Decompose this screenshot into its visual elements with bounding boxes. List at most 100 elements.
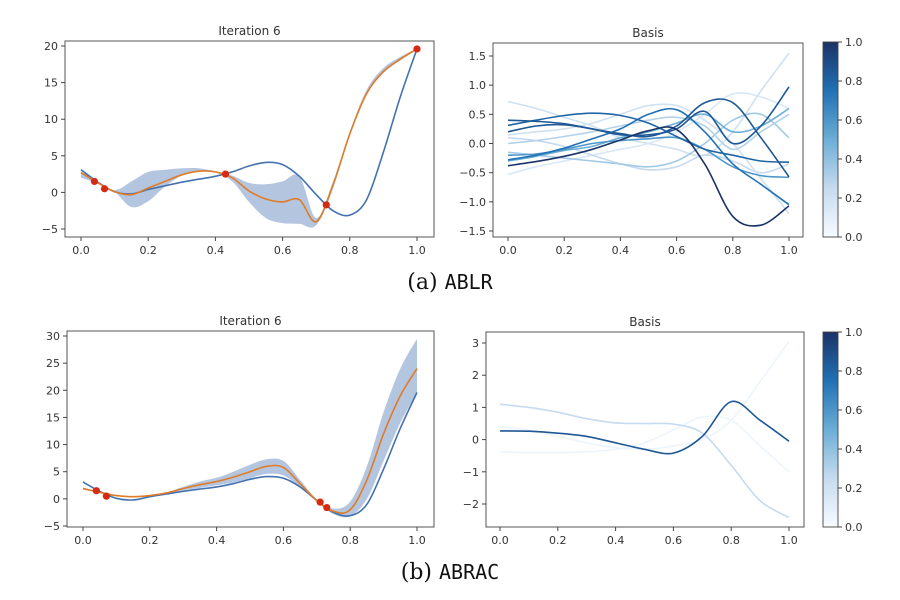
chart-title: Iteration 6 xyxy=(219,314,281,328)
colorbar-tick-label: 0.6 xyxy=(845,114,863,127)
confidence-band xyxy=(81,48,417,228)
chart-title: Iteration 6 xyxy=(218,24,280,38)
axes-frame xyxy=(66,330,435,528)
plot-area xyxy=(499,340,790,519)
x-tick-label: 0.8 xyxy=(341,534,359,547)
posterior-mean-line xyxy=(80,48,418,223)
y-tick-label: 0 xyxy=(472,434,479,447)
y-tick-label: 20 xyxy=(44,40,58,53)
x-tick-label: 0.8 xyxy=(341,244,359,257)
y-tick-label: 25 xyxy=(46,357,60,370)
y-tick-label: −0.5 xyxy=(459,167,486,180)
colorbar-tick-label: 0.8 xyxy=(845,75,863,88)
caption-b-method: ABRAC xyxy=(439,560,500,584)
y-tick-label: 15 xyxy=(44,77,58,90)
observation-point xyxy=(102,492,110,500)
colorbar-tick-label: 0.4 xyxy=(845,153,863,166)
x-tick-label: 0.6 xyxy=(665,534,683,547)
basis-line xyxy=(499,400,790,455)
y-tick-label: 1 xyxy=(472,401,479,414)
basis-line xyxy=(507,113,790,151)
caption-a: (a) ABLR xyxy=(0,270,900,295)
y-tick-label: 1.0 xyxy=(469,79,487,92)
chart-title: Basis xyxy=(629,315,660,329)
x-tick-label: 1.0 xyxy=(408,534,426,547)
posterior-mean-line xyxy=(82,368,418,514)
colorbar-tick-label: 0.4 xyxy=(845,443,863,456)
y-tick-label: 3 xyxy=(472,337,479,350)
colorbar xyxy=(822,331,839,528)
colorbar xyxy=(822,41,839,238)
colorbar-tick-label: 0.0 xyxy=(845,231,863,244)
y-tick-label: 10 xyxy=(44,113,58,126)
x-tick-label: 0.4 xyxy=(612,244,630,257)
y-tick-label: 2 xyxy=(472,369,479,382)
y-tick-label: −1.5 xyxy=(459,225,486,238)
y-tick-label: 20 xyxy=(46,384,60,397)
y-tick-label: −2 xyxy=(463,498,479,511)
caption-a-label: (a) xyxy=(407,270,438,295)
x-tick-label: 1.0 xyxy=(780,534,798,547)
y-tick-label: 5 xyxy=(51,150,58,163)
chart-ablr-iter: Iteration 6 0.0 0.2 0.4 0.6 0.8 1.0 −5 0 5 10 15 20 xyxy=(42,24,435,257)
chart-title: Basis xyxy=(632,26,663,40)
x-tick-label: 0.0 xyxy=(491,534,509,547)
y-tick-label: 15 xyxy=(46,411,60,424)
observation-point xyxy=(316,498,324,506)
colorbar-tick-label: 0.8 xyxy=(845,365,863,378)
basis-line xyxy=(507,126,790,227)
y-tick-label: −1 xyxy=(463,466,479,479)
x-tick-label: 0.2 xyxy=(555,244,573,257)
basis-line xyxy=(507,107,790,206)
observation-point xyxy=(221,170,230,178)
colorbar-tick-label: 0.6 xyxy=(845,404,863,417)
x-tick-label: 1.0 xyxy=(408,244,426,257)
y-tick-label: 0.5 xyxy=(469,108,487,121)
plot-area xyxy=(507,52,790,227)
x-tick-label: 0.0 xyxy=(74,534,92,547)
x-tick-label: 0.0 xyxy=(499,244,517,257)
basis-line xyxy=(507,52,790,157)
axes-frame xyxy=(485,331,805,528)
axes-frame xyxy=(64,40,435,238)
colorbar-tick-label: 0.0 xyxy=(845,521,863,534)
basis-line xyxy=(507,103,790,215)
true-function-line xyxy=(82,392,418,517)
basis-line xyxy=(507,136,790,174)
y-tick-label: −5 xyxy=(42,223,58,236)
plot-area xyxy=(82,338,418,518)
axes-frame xyxy=(492,42,804,238)
plot-area xyxy=(80,48,418,228)
colorbar-tick-label: 0.2 xyxy=(845,192,863,205)
y-tick-label: 10 xyxy=(46,439,60,452)
caption-b: (b) ABRAC xyxy=(0,560,900,585)
x-tick-label: 1.0 xyxy=(780,244,798,257)
colorbar-tick-label: 1.0 xyxy=(845,36,863,49)
basis-line xyxy=(499,403,790,519)
y-tick-label: 1.5 xyxy=(469,50,487,63)
x-tick-label: 0.2 xyxy=(141,534,159,547)
y-tick-label: −1.0 xyxy=(459,196,486,209)
observation-point xyxy=(100,185,109,193)
colorbar-tick-label: 1.0 xyxy=(845,326,863,339)
observation-point xyxy=(92,487,100,495)
basis-line xyxy=(507,91,790,176)
chart-ablr-basis: Basis 0.0 0.2 0.4 0.6 0.8 1.0 −1.5 −1.0 −0.5 0.0 0.… xyxy=(459,26,862,257)
y-tick-label: 30 xyxy=(46,330,60,343)
chart-abrac-iter: Iteration 6 0.0 0.2 0.4 0.6 0.8 1.0 −5 0 5 10 15 20 2… xyxy=(44,314,435,547)
chart-abrac-basis: Basis 0.0 0.2 0.4 0.6 0.8 1.0 −2 −1 0 1 2 3 0.0 0.2 0.4… xyxy=(463,315,863,547)
y-tick-label: 5 xyxy=(53,466,60,479)
caption-a-method: ABLR xyxy=(444,270,493,294)
basis-line xyxy=(507,112,790,163)
x-tick-label: 0.4 xyxy=(208,534,226,547)
x-tick-label: 0.6 xyxy=(275,534,293,547)
observation-point xyxy=(90,177,99,186)
basis-line xyxy=(507,98,790,178)
caption-b-label: (b) xyxy=(400,560,433,585)
observation-point xyxy=(413,45,421,53)
observation-point xyxy=(323,503,331,512)
basis-line xyxy=(507,107,790,162)
x-tick-label: 0.6 xyxy=(668,244,686,257)
x-tick-label: 0.8 xyxy=(724,244,742,257)
x-tick-label: 0.8 xyxy=(722,534,740,547)
